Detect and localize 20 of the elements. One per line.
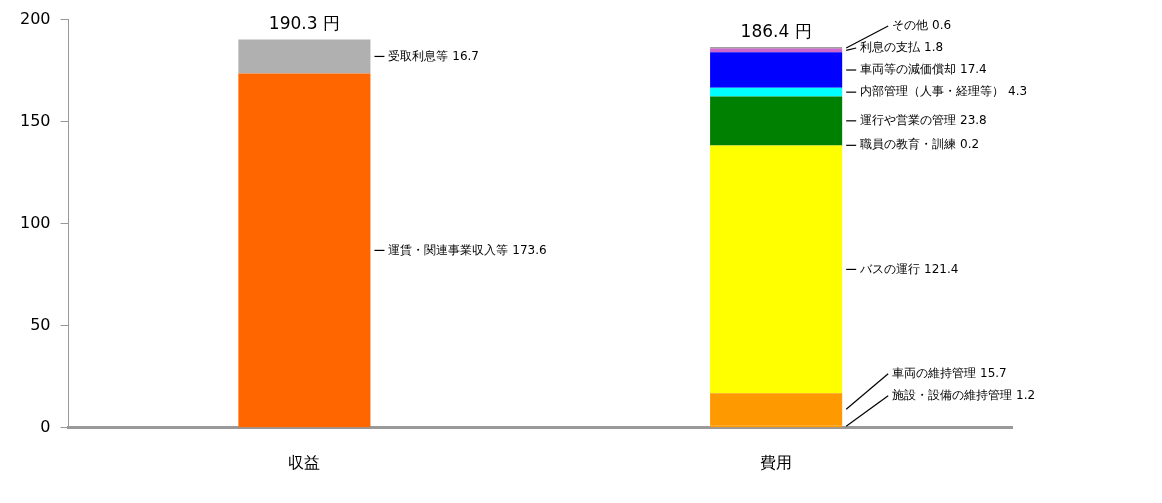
y-tick-label: 150 — [19, 110, 51, 130]
x-tick-label: 収益 — [288, 452, 321, 472]
y-tick-label: 50 — [30, 314, 51, 334]
y-tick-label: 100 — [19, 212, 51, 232]
data-label: 車両の維持管理 15.7 — [892, 365, 1007, 380]
data-label: 運行や営業の管理 23.8 — [860, 112, 987, 127]
data-label: 受取利息等 16.7 — [388, 48, 479, 63]
data-label: その他 0.6 — [892, 18, 952, 33]
total-label: 186.4 円 — [740, 21, 812, 42]
y-tick-label: 0 — [40, 416, 51, 436]
data-label: 運賃・関連事業収入等 173.6 — [388, 242, 547, 257]
x-tick-label: 費用 — [760, 452, 793, 472]
total-label: 190.3 円 — [268, 13, 340, 34]
data-label: 施設・設備の維持管理 1.2 — [892, 387, 1036, 402]
data-label: 利息の支払 1.8 — [860, 40, 944, 55]
data-label: 職員の教育・訓練 0.2 — [860, 137, 980, 152]
data-label: 車両等の減価償却 17.4 — [860, 62, 987, 77]
y-tick-label: 200 — [19, 8, 51, 28]
data-label: バスの運行 121.4 — [859, 261, 959, 276]
data-label: 内部管理（人事・経理等） 4.3 — [860, 84, 1028, 99]
